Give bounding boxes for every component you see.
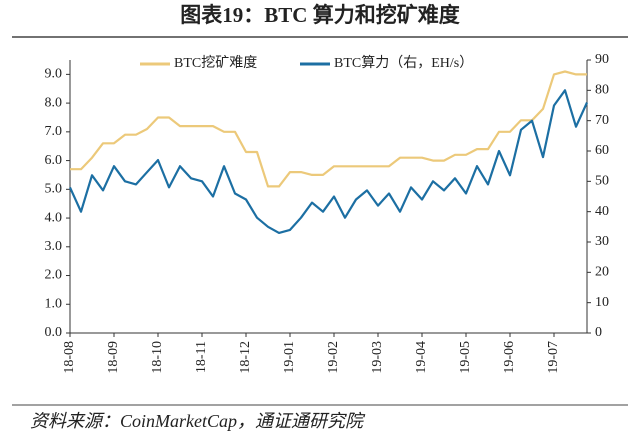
- source: 资料来源：CoinMarketCap，通证通研究院: [30, 411, 366, 431]
- legend-label: BTC算力（右，EH/s）: [334, 55, 473, 71]
- x-tick-label: 18-10: [150, 341, 165, 374]
- x-tick-label: 19-02: [326, 341, 341, 374]
- legend-label: BTC挖矿难度: [174, 55, 257, 71]
- y2-tick-label: 40: [595, 204, 609, 219]
- y-tick-label: 2.0: [45, 268, 63, 283]
- y-tick-label: 8.0: [45, 95, 63, 110]
- series-line: [68, 89, 589, 234]
- chart-title: 图表19：BTC 算力和挖矿难度: [180, 3, 459, 27]
- y-tick-label: 4.0: [45, 210, 63, 225]
- x-tick-label: 19-06: [502, 341, 517, 374]
- y-tick-label: 5.0: [45, 182, 63, 197]
- x-tick-label: 18-08: [62, 341, 77, 374]
- x-tick-label: 19-05: [458, 341, 473, 374]
- y2-tick-label: 80: [595, 83, 609, 98]
- y-tick-label: 9.0: [45, 67, 63, 82]
- series-line: [70, 70, 587, 188]
- y-tick-label: 7.0: [45, 124, 63, 139]
- y-tick-label: 3.0: [45, 239, 63, 254]
- y2-tick-label: 20: [595, 265, 609, 280]
- y2-tick-label: 0: [595, 325, 602, 340]
- x-tick-label: 19-04: [414, 341, 429, 374]
- x-tick-label: 18-11: [194, 341, 209, 373]
- y2-tick-label: 30: [595, 234, 609, 249]
- y2-tick-label: 60: [595, 143, 609, 158]
- x-tick-label: 18-12: [238, 341, 253, 374]
- y2-tick-label: 70: [595, 113, 609, 128]
- y2-tick-label: 50: [595, 174, 609, 189]
- y-tick-label: 0.0: [45, 325, 63, 340]
- x-tick-label: 19-07: [546, 341, 561, 374]
- x-tick-label: 18-09: [106, 341, 121, 374]
- y2-tick-label: 90: [595, 52, 609, 67]
- y-tick-label: 6.0: [45, 153, 63, 168]
- x-tick-label: 19-01: [282, 341, 297, 374]
- y-tick-label: 1.0: [45, 296, 63, 311]
- x-tick-label: 19-03: [370, 341, 385, 374]
- y2-tick-label: 10: [595, 295, 609, 310]
